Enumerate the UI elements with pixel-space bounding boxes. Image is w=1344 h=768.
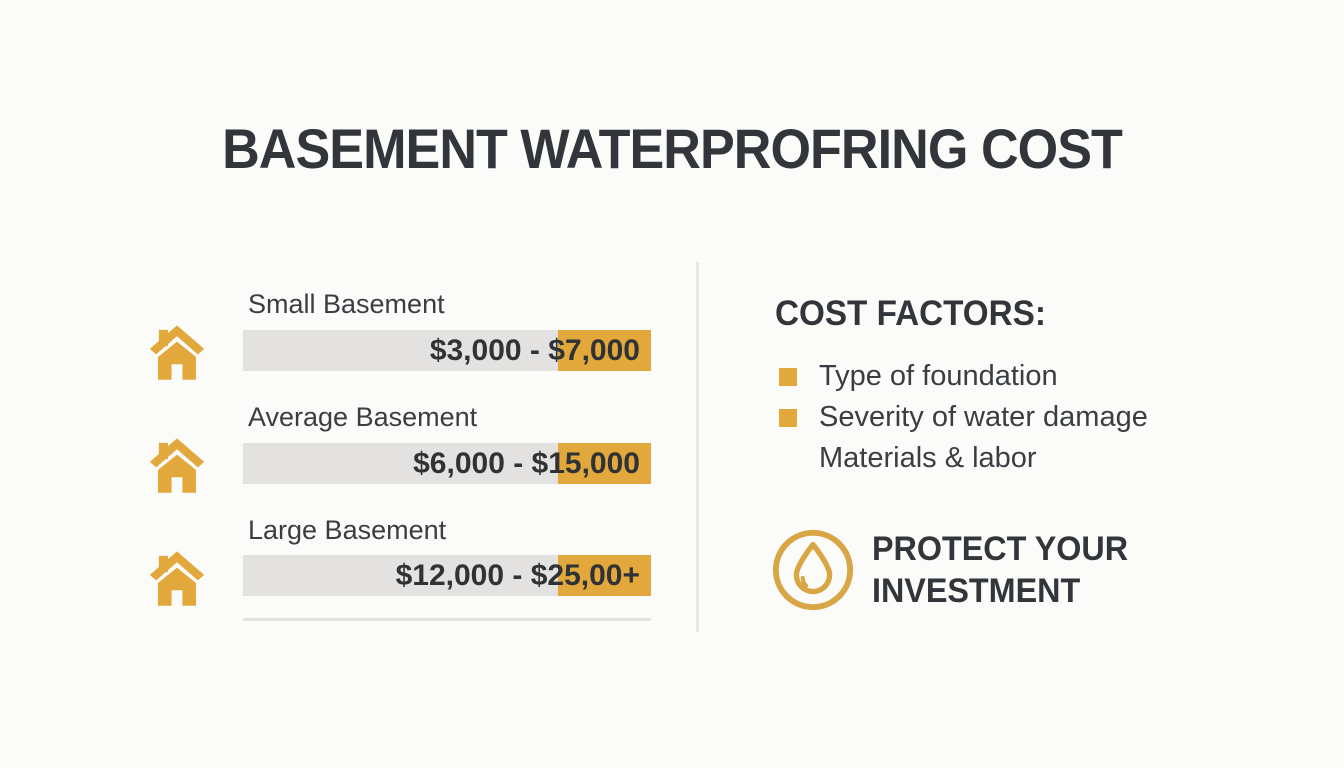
basement-size-label: Small Basement [248, 289, 445, 319]
cost-bar: $6,000 - $15,000 [243, 443, 651, 484]
cost-bar: $12,000 - $25,00+ [243, 555, 651, 596]
cost-factor-text: Type of foundation [819, 360, 1058, 392]
square-bullet-icon [779, 367, 797, 386]
badge-line-2: INVESTMENT [872, 572, 1081, 610]
cost-factor-text: Severity of water damage [819, 401, 1148, 433]
column-divider [696, 262, 699, 632]
price-range-value: $12,000 - $25,00+ [395, 558, 640, 592]
bottom-rule [243, 618, 651, 621]
cost-bar-highlight [558, 443, 651, 484]
price-range-value: $3,000 - $7,000 [429, 333, 640, 367]
badge-line-1: PROTECT YOUR [872, 530, 1129, 568]
price-range-value: $6,000 - $15,000 [413, 446, 640, 480]
basement-size-label: Large Basement [248, 515, 447, 545]
cost-bar-highlight [558, 555, 651, 596]
basement-size-label: Average Basement [248, 402, 478, 432]
cost-bar: $3,000 - $7,000 [243, 330, 651, 371]
water-drop-icon [772, 529, 854, 611]
house-icon [149, 325, 205, 380]
house-icon [149, 551, 205, 606]
cost-factor-item: Severity of water damage [779, 401, 1148, 434]
house-icon [149, 438, 205, 493]
page-title: BASEMENT WATERPROFRING COST [222, 117, 1123, 180]
cost-factors-heading: COST FACTORS: [775, 294, 1046, 333]
square-bullet-icon [779, 408, 797, 427]
cost-bar-highlight [558, 330, 651, 371]
cost-factor-item: Materials & labor [779, 442, 1037, 475]
cost-factor-text: Materials & labor [819, 442, 1037, 474]
badge-text: PROTECT YOUR INVESTMENT [872, 528, 1128, 612]
cost-factor-item: Type of foundation [779, 360, 1058, 393]
